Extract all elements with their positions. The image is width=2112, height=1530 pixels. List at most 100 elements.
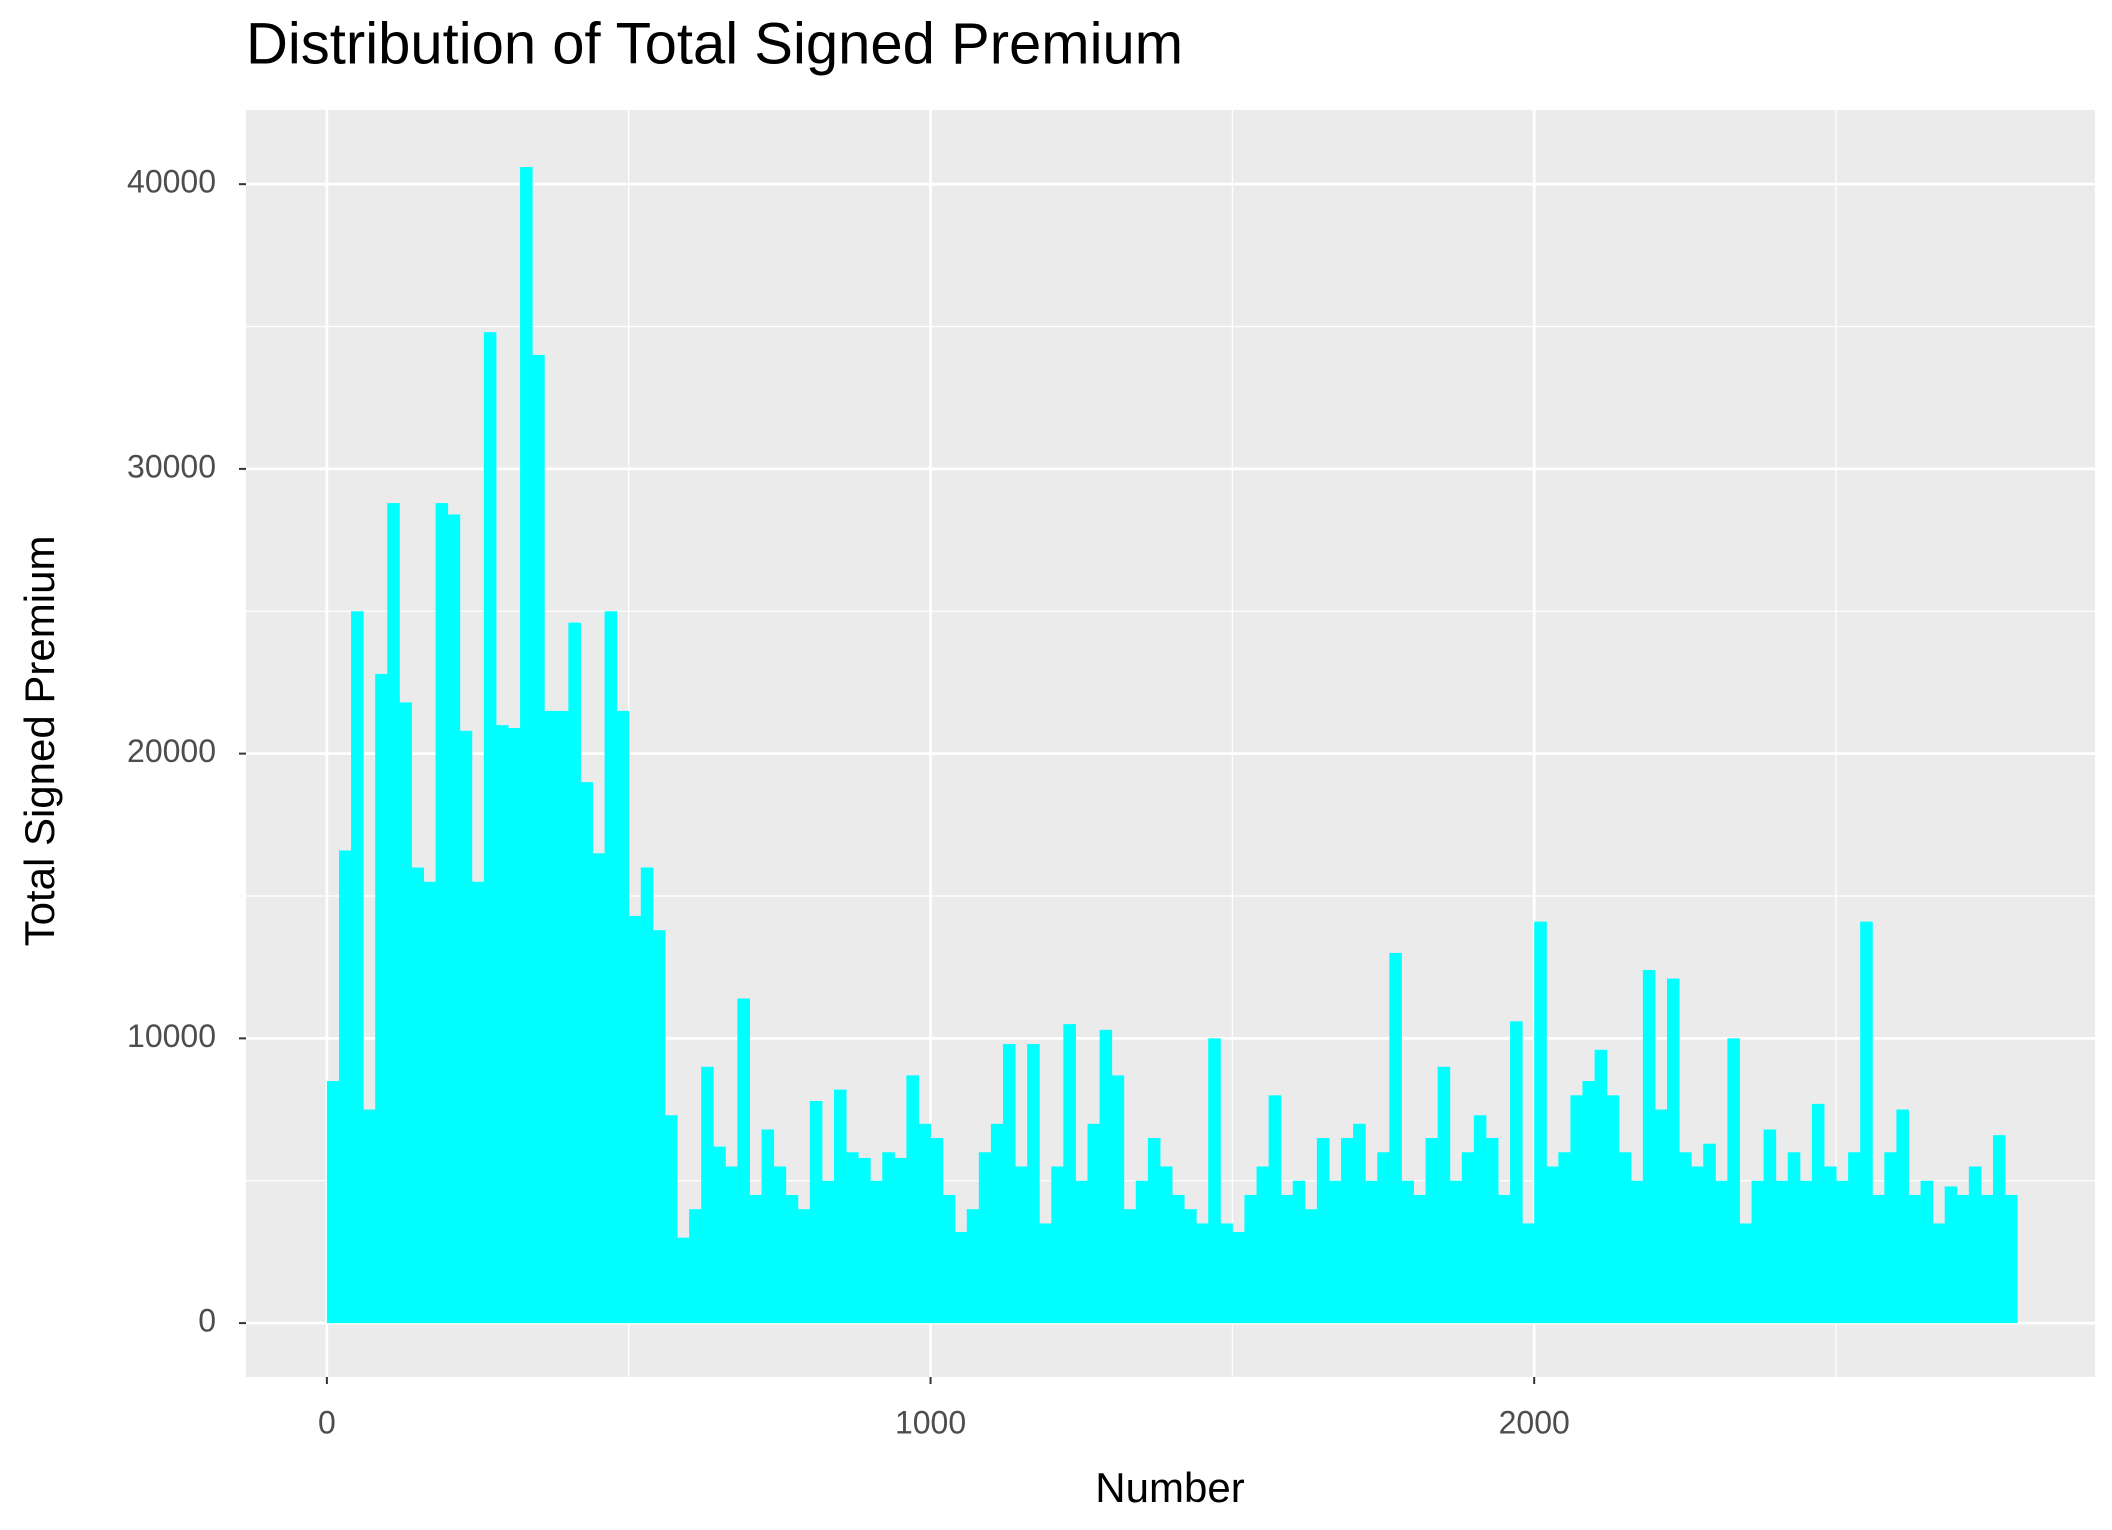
bar — [435, 503, 449, 1324]
bar — [954, 1231, 968, 1324]
bar — [375, 673, 388, 1324]
bar — [1015, 1166, 1028, 1324]
bar — [1920, 1180, 1934, 1324]
bar — [1799, 1180, 1813, 1324]
bar — [1159, 1166, 1173, 1324]
bar — [1365, 1180, 1378, 1324]
y-tick-label: 30000 — [127, 448, 216, 484]
bar — [544, 710, 557, 1324]
bar — [1111, 1075, 1125, 1324]
bar — [1582, 1081, 1596, 1324]
bar — [1534, 921, 1547, 1324]
bar — [1715, 1180, 1728, 1324]
bar — [1944, 1186, 1958, 1324]
bar — [1256, 1166, 1270, 1324]
bar — [1727, 1038, 1740, 1324]
bar — [1558, 1152, 1571, 1324]
bar — [1075, 1180, 1088, 1324]
bar — [773, 1166, 787, 1324]
bar — [411, 867, 424, 1324]
bar — [1667, 978, 1680, 1324]
bar — [1087, 1123, 1101, 1324]
bar — [1135, 1180, 1149, 1324]
bar — [1630, 1180, 1644, 1324]
bar — [1123, 1209, 1137, 1324]
bar — [918, 1123, 932, 1324]
bar — [906, 1075, 919, 1324]
bar — [1811, 1103, 1825, 1324]
bar — [1232, 1231, 1245, 1324]
bar — [1594, 1049, 1608, 1324]
bar — [1449, 1180, 1463, 1324]
bar — [628, 915, 642, 1324]
bar — [737, 998, 750, 1324]
bar — [423, 881, 437, 1324]
bar — [1473, 1115, 1487, 1324]
bar — [1896, 1109, 1909, 1324]
bar — [1389, 952, 1402, 1324]
bar — [1328, 1180, 1342, 1324]
bar — [797, 1209, 811, 1324]
bar — [326, 1081, 340, 1324]
bar — [1739, 1223, 1753, 1324]
bar — [568, 622, 581, 1324]
y-tick-label: 40000 — [127, 164, 216, 200]
bar — [1848, 1152, 1861, 1324]
bar — [942, 1194, 956, 1324]
bar — [640, 867, 654, 1324]
bar — [1039, 1223, 1052, 1324]
bar — [677, 1237, 690, 1324]
bar — [1063, 1024, 1076, 1324]
bar — [1027, 1044, 1040, 1324]
bar — [1751, 1180, 1765, 1324]
bar — [1606, 1095, 1620, 1324]
bar — [1280, 1194, 1294, 1324]
bar — [990, 1123, 1004, 1324]
bar — [447, 514, 461, 1324]
bar — [1872, 1194, 1885, 1324]
bar — [1703, 1143, 1716, 1324]
bar — [713, 1146, 726, 1324]
x-tick-label: 2000 — [1499, 1404, 1570, 1440]
bar — [1147, 1138, 1161, 1324]
bar — [387, 503, 400, 1324]
bar — [821, 1180, 835, 1324]
bar — [1461, 1152, 1475, 1324]
bar — [894, 1157, 907, 1324]
x-tick-label: 1000 — [895, 1404, 966, 1440]
bar — [399, 702, 412, 1324]
bar — [1425, 1138, 1439, 1324]
bar — [749, 1194, 763, 1324]
bar — [1679, 1152, 1692, 1324]
bar — [1884, 1152, 1897, 1324]
bar — [1437, 1066, 1451, 1324]
bar — [1401, 1180, 1414, 1324]
bar — [1196, 1223, 1209, 1324]
bar — [495, 725, 509, 1324]
bar — [1497, 1194, 1511, 1324]
bar — [809, 1101, 823, 1324]
bar — [1353, 1123, 1366, 1324]
bar — [1002, 1044, 1016, 1324]
bar — [1172, 1194, 1185, 1324]
bar — [761, 1129, 775, 1324]
bar — [930, 1138, 944, 1324]
chart-title: Distribution of Total Signed Premium — [246, 11, 1183, 76]
bar — [471, 881, 485, 1324]
bar — [1184, 1209, 1197, 1324]
bar — [1618, 1152, 1632, 1324]
bar — [363, 1109, 376, 1324]
bar — [1244, 1194, 1258, 1324]
bar — [1099, 1029, 1113, 1324]
bar — [520, 167, 533, 1324]
bar — [459, 730, 473, 1324]
bar — [1956, 1194, 1970, 1324]
bar — [1316, 1138, 1330, 1324]
bar — [1654, 1109, 1668, 1324]
bar — [1823, 1166, 1837, 1324]
bar — [1546, 1166, 1559, 1324]
bar — [1377, 1152, 1390, 1324]
bar — [616, 710, 630, 1324]
bar — [1341, 1138, 1354, 1324]
